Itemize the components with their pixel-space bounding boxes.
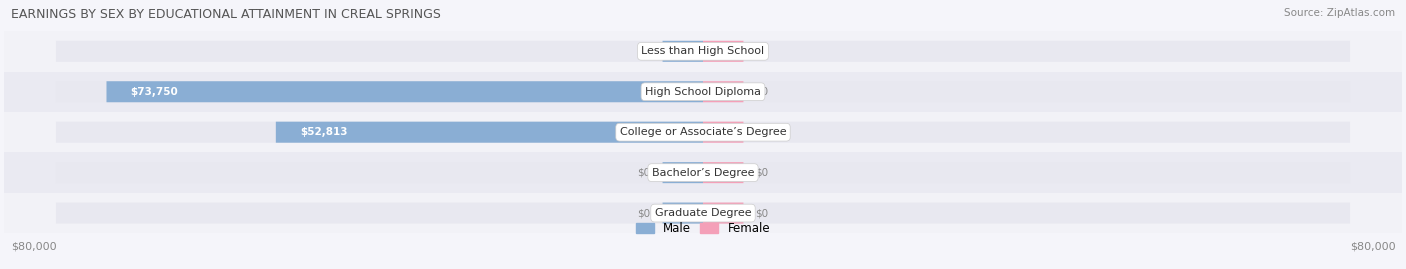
FancyBboxPatch shape: [703, 203, 1350, 224]
FancyBboxPatch shape: [56, 41, 703, 62]
Text: $0: $0: [637, 208, 651, 218]
FancyBboxPatch shape: [703, 81, 744, 102]
Text: EARNINGS BY SEX BY EDUCATIONAL ATTAINMENT IN CREAL SPRINGS: EARNINGS BY SEX BY EDUCATIONAL ATTAINMEN…: [11, 8, 441, 21]
Text: $0: $0: [755, 208, 769, 218]
Text: High School Diploma: High School Diploma: [645, 87, 761, 97]
Text: $0: $0: [755, 127, 769, 137]
FancyBboxPatch shape: [56, 81, 703, 102]
Text: $73,750: $73,750: [131, 87, 179, 97]
Text: Graduate Degree: Graduate Degree: [655, 208, 751, 218]
Text: $80,000: $80,000: [11, 241, 56, 252]
Bar: [4, 72, 1402, 112]
Bar: [4, 193, 1402, 233]
Text: Source: ZipAtlas.com: Source: ZipAtlas.com: [1284, 8, 1395, 18]
Text: Less than High School: Less than High School: [641, 46, 765, 56]
FancyBboxPatch shape: [703, 162, 744, 183]
FancyBboxPatch shape: [662, 41, 703, 62]
FancyBboxPatch shape: [56, 203, 703, 224]
FancyBboxPatch shape: [107, 81, 703, 102]
FancyBboxPatch shape: [703, 41, 1350, 62]
Text: $0: $0: [755, 168, 769, 178]
Bar: [4, 153, 1402, 193]
FancyBboxPatch shape: [662, 203, 703, 224]
FancyBboxPatch shape: [56, 162, 703, 183]
Bar: [4, 112, 1402, 153]
FancyBboxPatch shape: [703, 162, 1350, 183]
FancyBboxPatch shape: [276, 122, 703, 143]
Text: Bachelor’s Degree: Bachelor’s Degree: [652, 168, 754, 178]
FancyBboxPatch shape: [703, 41, 744, 62]
Text: $80,000: $80,000: [1350, 241, 1395, 252]
Text: $0: $0: [755, 87, 769, 97]
Text: $52,813: $52,813: [299, 127, 347, 137]
FancyBboxPatch shape: [703, 122, 1350, 143]
Text: $0: $0: [637, 46, 651, 56]
Text: $0: $0: [637, 168, 651, 178]
FancyBboxPatch shape: [662, 162, 703, 183]
Legend: Male, Female: Male, Female: [631, 217, 775, 240]
FancyBboxPatch shape: [56, 122, 703, 143]
FancyBboxPatch shape: [703, 203, 744, 224]
Bar: [4, 31, 1402, 72]
FancyBboxPatch shape: [703, 81, 1350, 102]
Text: $0: $0: [755, 46, 769, 56]
FancyBboxPatch shape: [703, 122, 744, 143]
Text: College or Associate’s Degree: College or Associate’s Degree: [620, 127, 786, 137]
